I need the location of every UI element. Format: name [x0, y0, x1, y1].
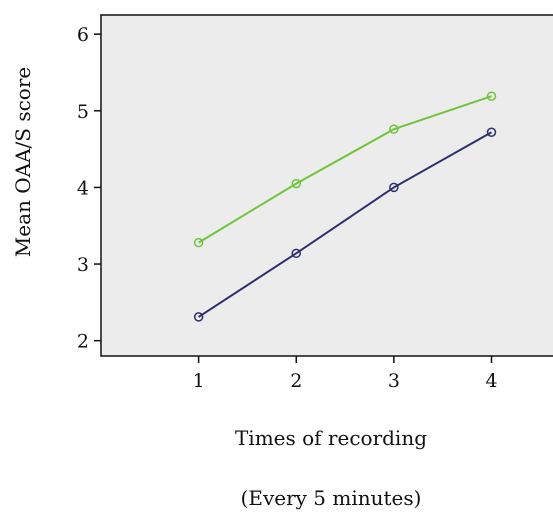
y-axis-title: Mean OAA/S score [11, 67, 35, 257]
y-tick-label: 4 [77, 177, 89, 199]
x-tick-label: 2 [290, 370, 302, 392]
x-tick-label: 3 [388, 370, 400, 392]
series-2-point [486, 127, 497, 137]
x-axis-note: (Every 5 minutes) [241, 486, 422, 510]
series-2-point [389, 182, 399, 193]
x-tick-label: 4 [485, 370, 497, 392]
series-line-2 [198, 131, 492, 318]
plot-area [100, 14, 553, 357]
series-1-point [291, 178, 301, 189]
series-2-point [291, 248, 301, 259]
series-layer [193, 91, 497, 322]
y-tick-label: 6 [77, 24, 89, 46]
x-axis-title: Times of recording [235, 426, 427, 450]
x-tick-label: 1 [193, 370, 205, 392]
series-1-point [389, 124, 399, 134]
series-line-1 [198, 95, 492, 244]
y-axis: 2 3 4 5 6 [77, 24, 101, 353]
x-axis: 1 2 3 4 [193, 356, 498, 392]
series-2-point [193, 312, 204, 322]
series-1-point [193, 237, 204, 248]
y-tick-label: 2 [77, 331, 89, 353]
y-tick-label: 3 [77, 254, 89, 276]
series-1-point [486, 91, 497, 101]
y-tick-label: 5 [77, 101, 89, 123]
